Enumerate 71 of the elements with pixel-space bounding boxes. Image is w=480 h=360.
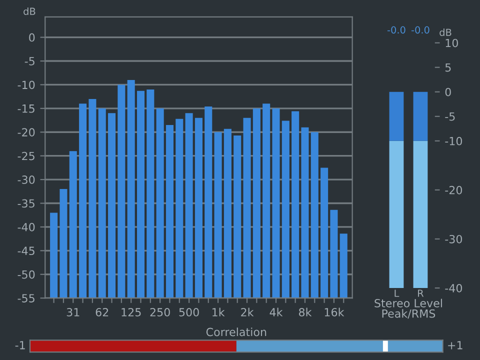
bar (292, 111, 300, 298)
x-tick-label: 500 (179, 308, 199, 316)
x-tick-label: L (394, 290, 400, 297)
bar (282, 120, 290, 298)
bar (301, 127, 309, 298)
y-tick-label: -40 (18, 222, 35, 232)
bar (98, 108, 106, 298)
y-tick-label: -20 (18, 128, 35, 137)
y-tick-label: -45 (18, 246, 34, 256)
bar (340, 234, 348, 298)
y-tick-label: -55 (18, 294, 34, 302)
y-tick-label: -5 (445, 112, 455, 121)
y-tick-label: -40 (445, 284, 462, 292)
y-tick-label: -35 (18, 199, 34, 208)
x-tick-label: 250 (150, 308, 170, 316)
bar (214, 132, 222, 298)
text: -1 (15, 341, 25, 350)
x-axis-title: Stereo Level Peak/RMS (374, 298, 442, 319)
y-tick-label: 5 (445, 63, 451, 72)
bar (224, 128, 232, 298)
y-tick-label: -25 (18, 152, 34, 160)
bar (146, 89, 154, 298)
text: Correlation (206, 328, 266, 336)
bar (79, 104, 87, 298)
text: -0.0 (387, 26, 406, 34)
y-tick-label: 10 (446, 38, 458, 48)
bar (310, 132, 318, 298)
bar (320, 168, 328, 298)
bar (185, 113, 193, 298)
bar (136, 90, 145, 298)
x-tick-label: 4k (270, 308, 283, 316)
y-axis-title: dB (440, 28, 452, 36)
y-tick-label: -30 (18, 176, 35, 184)
bar (69, 151, 77, 298)
y-tick-label: -15 (18, 104, 34, 113)
bar (204, 106, 212, 298)
y-tick-label: -10 (18, 80, 35, 90)
y-tick-label: -30 (445, 234, 462, 244)
bar (108, 113, 116, 298)
bar (127, 80, 135, 298)
x-tick-label: 1k (212, 308, 225, 316)
y-axis-title: dB (24, 8, 36, 16)
bar (272, 108, 280, 298)
bar (118, 84, 126, 298)
bar (252, 108, 260, 298)
x-tick-label: 8k (298, 308, 312, 316)
x-tick-label: 125 (122, 308, 141, 316)
y-tick-label: -5 (24, 57, 34, 66)
y-tick-label: -50 (18, 270, 35, 279)
y-tick-label: -10 (445, 136, 462, 146)
bar (50, 212, 58, 298)
bar (330, 210, 338, 298)
y-tick-label: 0 (29, 33, 35, 42)
y-tick-label: -20 (445, 186, 462, 194)
text: +1 (448, 341, 462, 350)
x-tick-label: 31 (66, 308, 80, 316)
y-tick-label: 0 (445, 88, 451, 96)
bar (243, 118, 251, 298)
x-tick-label: 2k (241, 308, 254, 316)
x-tick-label: 16k (324, 308, 344, 316)
bar (156, 108, 164, 298)
x-tick-label: R (418, 290, 424, 297)
bar (262, 104, 270, 298)
bar (60, 189, 68, 298)
text: -0.0 (411, 26, 430, 34)
bar (234, 135, 242, 298)
bar (176, 118, 184, 298)
bar (166, 125, 174, 298)
bar (88, 98, 96, 298)
bar (194, 118, 202, 298)
x-tick-label: 62 (96, 308, 108, 316)
